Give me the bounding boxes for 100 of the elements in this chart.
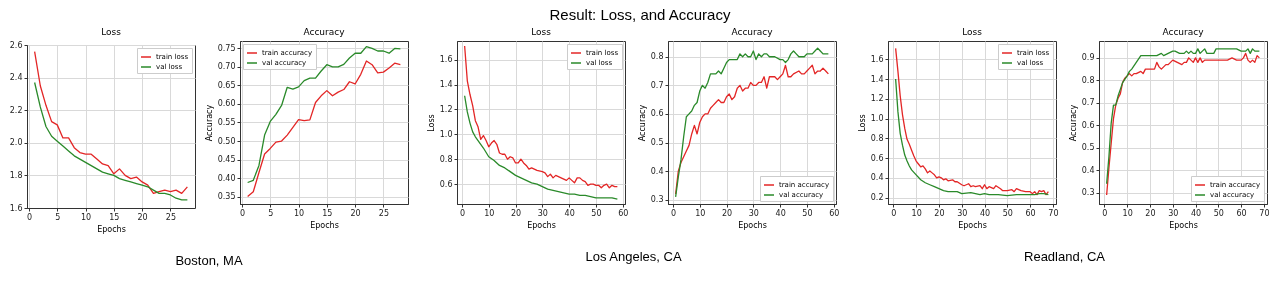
x-axis-title: Epochs [957, 220, 987, 230]
y-tick-label: 0.4 [650, 166, 663, 176]
x-tick-label: 5 [267, 208, 273, 218]
chart-title: Loss [530, 27, 551, 37]
x-tick-label: 10 [483, 208, 494, 218]
y-tick-label: 1.4 [439, 80, 452, 90]
x-tick-label: 60 [1236, 208, 1247, 218]
y-tick-label: 0.45 [217, 155, 235, 165]
x-tick-label: 0 [26, 212, 32, 222]
y-tick-label: 2.2 [9, 105, 22, 115]
chart-title: Loss [100, 27, 121, 37]
x-tick-label: 60 [617, 208, 628, 218]
x-tick-label: 15 [108, 212, 119, 222]
y-tick-label: 0.7 [650, 80, 663, 90]
x-tick-label: 10 [80, 212, 91, 222]
y-axis-title: Accuracy [1068, 104, 1078, 142]
y-tick-label: 1.0 [870, 114, 883, 124]
x-tick-label: 30 [1167, 208, 1178, 218]
x-axis-title: Epochs [526, 220, 556, 230]
x-tick-label: 0 [1101, 208, 1107, 218]
text: Readland, CA [1024, 249, 1105, 264]
x-tick-label: 40 [564, 208, 575, 218]
x-tick-label: 10 [694, 208, 705, 218]
x-tick-label: 60 [828, 208, 839, 218]
x-axis-title: Epochs [737, 220, 767, 230]
y-tick-label: 2.0 [9, 138, 22, 148]
y-tick-label: 1.8 [9, 170, 22, 180]
y-tick-label: 0.8 [439, 154, 452, 164]
y-tick-label: 0.75 [217, 43, 235, 53]
x-tick-label: 50 [1213, 208, 1224, 218]
y-tick-label: 0.2 [870, 193, 883, 203]
y-tick-label: 0.55 [217, 118, 235, 127]
y-tick-label: 0.8 [870, 133, 883, 143]
text: Boston, MA [175, 253, 243, 268]
text: Los Angeles, CA [585, 249, 682, 264]
line-series [33, 50, 188, 194]
line-series [246, 60, 401, 198]
y-tick-label: 0.4 [870, 173, 883, 183]
y-tick-label: 0.3 [650, 195, 663, 205]
y-tick-label: 0.4 [1081, 165, 1094, 175]
y-tick-label: 0.6 [870, 153, 883, 163]
x-tick-label: 40 [1190, 208, 1201, 218]
chart-title: Accuracy [302, 27, 345, 37]
x-tick-label: 5 [54, 212, 60, 222]
y-tick-label: 0.6 [439, 179, 452, 189]
y-axis-title: Loss [426, 114, 436, 132]
x-tick-label: 50 [801, 208, 813, 218]
y-tick-label: 1.0 [439, 129, 452, 139]
y-axis-title: Accuracy [637, 104, 647, 142]
y-tick-label: 0.8 [650, 52, 663, 62]
line-series [33, 81, 188, 201]
x-tick-label: 70 [1047, 208, 1059, 218]
x-tick-label: 10 [911, 208, 922, 218]
x-tick-label: 20 [721, 208, 732, 218]
x-tick-label: 30 [956, 208, 967, 218]
y-tick-label: 0.9 [1081, 53, 1094, 63]
x-axis-title: Epochs [1168, 220, 1198, 230]
text: Result: Loss, and Accuracy [548, 6, 732, 23]
y-tick-label: 0.3 [1081, 188, 1094, 198]
x-tick-label: 20 [510, 208, 521, 218]
x-tick-label: 30 [748, 208, 759, 218]
y-tick-label: 1.6 [9, 203, 22, 213]
x-tick-label: 20 [933, 208, 945, 218]
y-tick-label: 0.65 [217, 80, 235, 90]
chart-title: Accuracy [1161, 27, 1204, 37]
y-tick-label: 0.7 [1081, 98, 1094, 108]
line-series [463, 45, 618, 189]
x-tick-label: 10 [293, 208, 304, 218]
x-tick-label: 40 [775, 208, 786, 218]
line-series [463, 95, 618, 200]
y-tick-label: 1.6 [870, 54, 883, 64]
y-tick-label: 0.6 [1081, 120, 1094, 130]
x-tick-label: 40 [979, 208, 990, 218]
y-tick-label: 1.2 [439, 104, 452, 114]
x-tick-label: 20 [137, 212, 148, 222]
chart-title: Loss [961, 27, 982, 37]
x-tick-label: 50 [1002, 208, 1013, 218]
x-tick-label: 0 [670, 208, 676, 218]
x-tick-label: 0 [239, 208, 245, 218]
x-axis-title: Epochs [96, 224, 126, 234]
y-tick-label: 1.4 [870, 74, 883, 84]
line-series [894, 47, 1049, 196]
y-tick-label: 2.6 [9, 40, 22, 50]
y-tick-label: 1.2 [870, 94, 883, 104]
y-tick-label: 1.6 [439, 55, 452, 65]
x-tick-label: 10 [1122, 208, 1133, 218]
line-series [246, 45, 401, 184]
y-tick-label: 0.35 [217, 192, 235, 202]
line-series [894, 78, 1049, 197]
x-axis-title: Epochs [309, 220, 339, 230]
y-tick-label: 0.70 [217, 62, 235, 72]
y-tick-label: 0.8 [1081, 75, 1094, 85]
x-tick-label: 20 [350, 208, 361, 218]
y-tick-label: 0.5 [650, 138, 663, 148]
y-tick-label: 0.5 [1081, 143, 1094, 153]
x-tick-label: 0 [459, 208, 465, 218]
x-tick-label: 25 [378, 208, 389, 218]
x-tick-label: 15 [321, 208, 332, 218]
chart-title: Accuracy [730, 27, 773, 37]
x-tick-label: 60 [1025, 208, 1036, 218]
